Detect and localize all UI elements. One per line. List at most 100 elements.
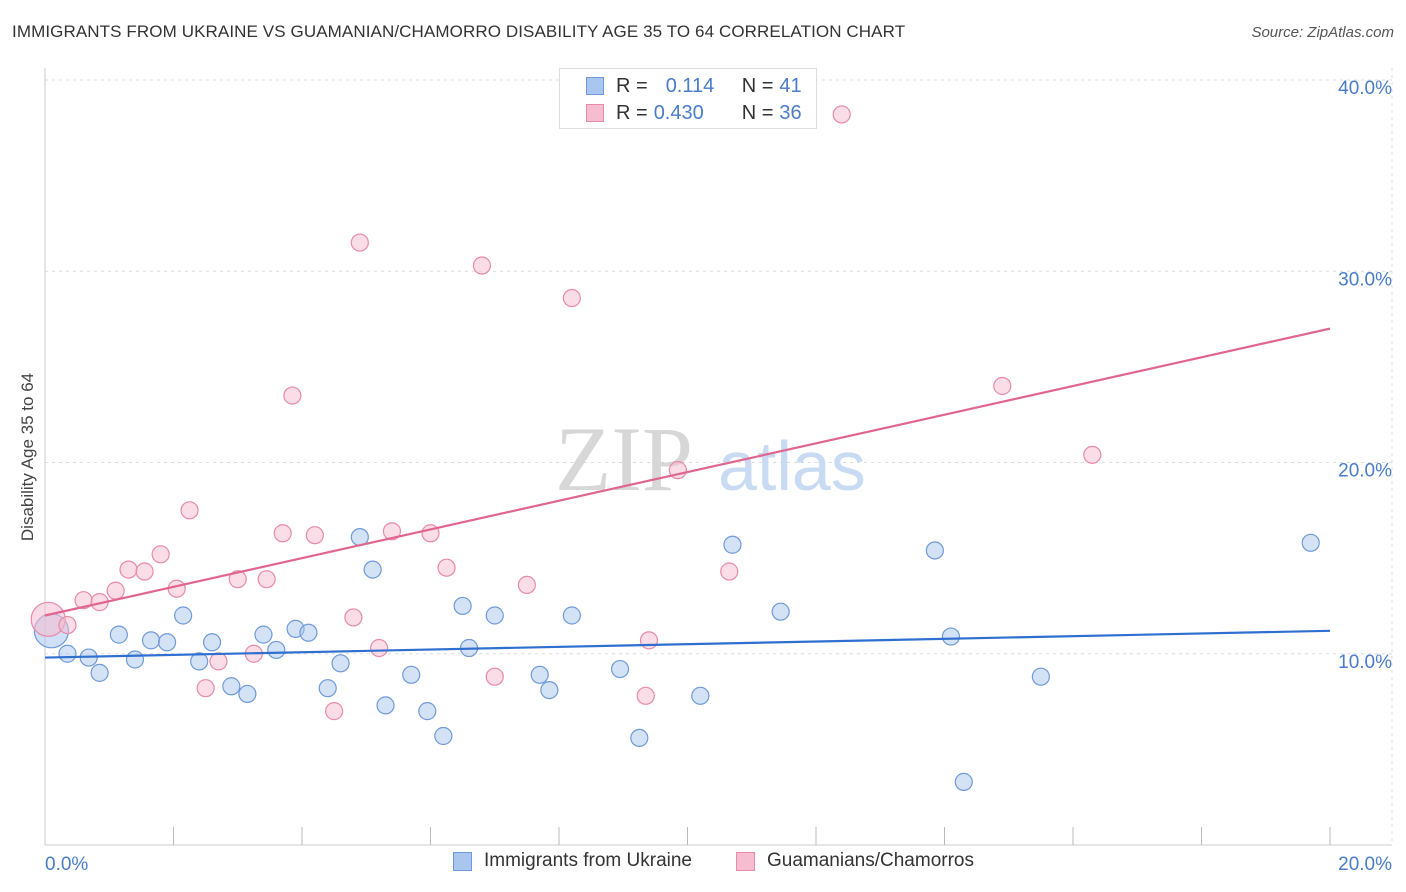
guamanian-point	[228, 570, 247, 589]
trend-layer	[44, 327, 1331, 659]
legend-n-value: 36	[779, 101, 802, 124]
ukraine-point	[1301, 533, 1320, 552]
ukraine-point	[941, 627, 961, 646]
guamanian-point	[325, 702, 344, 721]
guamanian-point	[196, 679, 215, 698]
ukraine-point	[238, 684, 257, 704]
correlation-legend: R = 0.114 N = 41 R = 0.430 N = 36	[559, 68, 817, 129]
legend-r-label: R =	[616, 74, 648, 97]
ukraine-point	[202, 633, 222, 652]
guamanian-point	[283, 386, 302, 405]
guamanian-point	[305, 526, 324, 545]
legend-swatch-pink	[586, 104, 604, 122]
ukraine-point	[925, 541, 944, 560]
guamanian-point	[720, 562, 739, 581]
ukraine-point	[418, 702, 437, 721]
legend-row-ukraine: R = 0.114 N = 41	[586, 73, 802, 99]
axis-layer: 10.0% 20.0% 30.0% 40.0% 0.0% 20.0%	[44, 68, 1392, 875]
ukraine-point	[254, 625, 273, 644]
ukraine-point	[485, 606, 504, 625]
ukraine-point	[723, 535, 742, 554]
legend-r-label: R =	[616, 101, 648, 124]
series-legend: Immigrants from Ukraine Guamanians/Chamo…	[0, 850, 1406, 878]
ukraine-point	[125, 650, 145, 669]
guamanian-point	[344, 608, 363, 627]
y-tick-label: 30.0%	[1338, 269, 1392, 290]
guamanian-point	[106, 581, 125, 600]
watermark: ZIP atlas	[555, 408, 866, 510]
ukraine-point	[299, 623, 318, 642]
ukraine-point	[1031, 667, 1050, 686]
guamanian-point	[135, 562, 154, 581]
guamanian-point	[209, 652, 228, 671]
ukraine-point	[453, 596, 472, 616]
ukraine-point	[771, 602, 790, 621]
y-tick-label: 10.0%	[1338, 652, 1392, 673]
ukraine-point	[318, 679, 337, 698]
y-tick-label: 20.0%	[1338, 461, 1392, 482]
ukraine-point	[691, 686, 710, 705]
guamanian-point	[437, 558, 456, 577]
guamanian-point	[370, 638, 389, 658]
guamanian-point	[636, 686, 655, 705]
ukraine-point	[562, 606, 581, 625]
guamanian-point	[1083, 445, 1102, 464]
guamanian-point	[58, 615, 77, 635]
watermark-zip: ZIP	[555, 408, 693, 510]
guamanian-point	[562, 288, 581, 308]
ukraine-point	[222, 677, 241, 696]
legend-item-ukraine: Immigrants from Ukraine	[453, 850, 692, 872]
guamanian-point	[350, 233, 369, 252]
legend-row-guamanian: R = 0.430 N = 36	[586, 100, 802, 126]
x-tick-label: 20.0%	[1338, 854, 1392, 875]
y-axis-label: Disability Age 35 to 64	[18, 373, 37, 541]
guamanian-point	[167, 579, 186, 598]
ukraine-point	[267, 640, 286, 660]
guamanian-point	[119, 560, 138, 579]
ukraine-point	[331, 654, 350, 673]
legend-label-guamanian: Guamanians/Chamorros	[767, 850, 974, 871]
legend-n-value: 41	[779, 74, 802, 97]
guamanian-trend-line	[44, 327, 1331, 617]
ukraine-point	[434, 726, 453, 746]
ukraine-point	[141, 631, 161, 650]
ukraine-point	[630, 728, 649, 748]
ukraine-point	[363, 560, 382, 579]
ukraine-point	[190, 652, 209, 671]
ukraine-point	[610, 659, 630, 679]
legend-swatch-blue	[453, 851, 472, 871]
legend-n-label: N =	[741, 74, 774, 97]
guamanian-point	[382, 522, 402, 541]
legend-swatch-pink	[736, 851, 755, 871]
legend-r-value: 0.430	[653, 101, 704, 124]
ukraine-point	[174, 606, 193, 625]
ukraine-point	[58, 644, 77, 663]
guamanian-point	[180, 501, 199, 520]
ukraine-point	[540, 680, 559, 700]
y-tick-label: 40.0%	[1338, 78, 1392, 99]
ukraine-point	[954, 772, 973, 791]
watermark-atlas: atlas	[718, 427, 866, 505]
guamanian-point	[485, 667, 504, 686]
ukraine-point	[376, 696, 395, 715]
ukraine-trend-line	[44, 629, 1331, 659]
guamanian-point	[517, 575, 536, 595]
guamanian-point	[832, 105, 851, 124]
legend-n-label: N =	[741, 101, 774, 124]
chart-source: Source: ZipAtlas.com	[1251, 24, 1394, 41]
legend-swatch-blue	[586, 77, 604, 95]
guamanian-point	[257, 570, 276, 589]
ukraine-point	[530, 665, 549, 684]
ukraine-point	[90, 663, 109, 682]
guamanian-point	[273, 524, 292, 543]
guamanian-point	[993, 376, 1012, 396]
points-layer	[30, 105, 1320, 791]
guamanian-point	[472, 256, 491, 275]
ukraine-point	[157, 633, 177, 652]
guamanian-point	[151, 545, 170, 564]
x-tick-label: 0.0%	[45, 854, 88, 875]
guamanian-point	[30, 601, 66, 637]
legend-r-value: 0.114	[665, 74, 715, 97]
legend-label-ukraine: Immigrants from Ukraine	[484, 850, 692, 871]
